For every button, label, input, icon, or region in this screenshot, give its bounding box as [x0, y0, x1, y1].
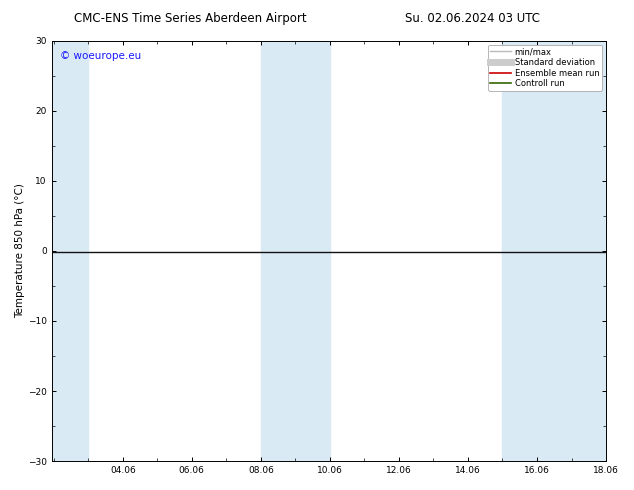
Bar	[51, 41, 88, 461]
Text: © woeurope.eu: © woeurope.eu	[60, 51, 141, 61]
Y-axis label: Temperature 850 hPa (°C): Temperature 850 hPa (°C)	[15, 183, 25, 318]
Legend: min/max, Standard deviation, Ensemble mean run, Controll run: min/max, Standard deviation, Ensemble me…	[488, 45, 602, 91]
Text: Su. 02.06.2024 03 UTC: Su. 02.06.2024 03 UTC	[405, 12, 540, 25]
Text: CMC-ENS Time Series Aberdeen Airport: CMC-ENS Time Series Aberdeen Airport	[74, 12, 306, 25]
Bar	[261, 41, 330, 461]
Bar	[503, 41, 606, 461]
